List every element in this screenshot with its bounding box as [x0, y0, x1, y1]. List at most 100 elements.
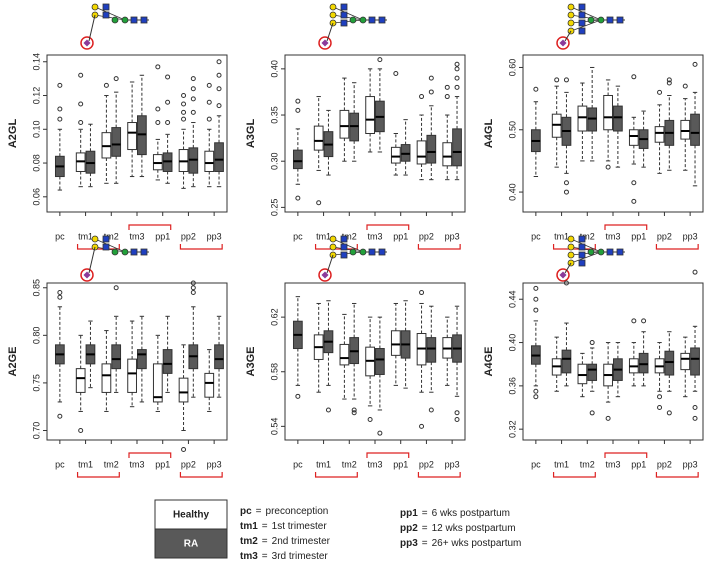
y-tick-label: 0.62	[269, 308, 279, 326]
box	[127, 122, 137, 151]
x-tick-label: tm3	[367, 231, 382, 241]
outlier	[533, 296, 539, 302]
outlier	[393, 70, 399, 76]
glycan-gal	[329, 11, 337, 19]
x-tick-label: pc	[293, 231, 303, 241]
outlier	[554, 77, 560, 83]
x-tick-label: pp2	[181, 231, 196, 241]
outlier	[103, 82, 109, 88]
glycan-man	[111, 248, 119, 256]
outlier	[190, 76, 196, 82]
y-tick-label: 0.85	[31, 279, 41, 297]
legend-abbr: tm2	[240, 536, 258, 547]
legend-abbr: pp2	[400, 523, 418, 534]
y-tick-label: 0.70	[31, 422, 41, 440]
glycan-gal	[329, 243, 337, 251]
outlier	[454, 66, 460, 72]
y-axis-label: A2GE	[7, 347, 19, 377]
legend-separator: =	[256, 506, 262, 517]
glycan-diamond	[321, 39, 329, 47]
x-tick-label: tm1	[316, 231, 331, 241]
x-tick-label: tm2	[104, 231, 119, 241]
outlier	[428, 89, 434, 95]
glycan-link	[570, 19, 602, 24]
outlier	[206, 82, 212, 88]
glycan-ring	[80, 268, 94, 282]
outlier	[454, 417, 460, 423]
outlier	[657, 405, 663, 411]
outlier	[589, 340, 595, 346]
x-tick-label: tm3	[605, 459, 620, 469]
box	[603, 94, 613, 131]
glycan-diamond	[321, 271, 329, 279]
bracket	[604, 224, 648, 230]
bracket	[179, 472, 223, 478]
bracket	[76, 244, 120, 250]
glycan-man	[349, 248, 357, 256]
y-tick-label: 0.40	[507, 183, 517, 201]
box	[101, 363, 112, 393]
glycan-ring	[80, 36, 94, 50]
x-tick-label: tm1	[78, 459, 93, 469]
outlier	[666, 410, 672, 416]
outlier	[155, 64, 161, 70]
glycan-glcnac	[578, 3, 586, 11]
x-tick-label: pp2	[419, 231, 434, 241]
glycan-glcnac	[606, 248, 614, 256]
x-tick-label: tm2	[104, 459, 119, 469]
glycan-glcnac	[130, 248, 138, 256]
outlier	[605, 164, 611, 170]
y-tick-label: 0.08	[31, 154, 41, 172]
outlier	[666, 77, 672, 83]
bracket	[604, 452, 648, 458]
glycan-ring	[556, 268, 570, 282]
glycan-man	[597, 16, 605, 24]
bracket	[76, 472, 120, 478]
outlier	[295, 107, 301, 113]
outlier	[454, 84, 460, 90]
outlier	[181, 101, 187, 107]
glycan-gal	[329, 3, 337, 11]
outlier	[563, 280, 569, 286]
box	[613, 105, 623, 132]
y-tick-label: 0.32	[507, 420, 517, 438]
glycan-link	[564, 30, 572, 42]
glycan-man	[587, 248, 595, 256]
legend-text: 2nd trimester	[272, 536, 331, 547]
box	[587, 363, 598, 381]
y-tick-label: 0.40	[269, 60, 279, 78]
x-tick-label: tm3	[367, 459, 382, 469]
legend-text: 3rd trimester	[272, 551, 329, 562]
box	[680, 352, 691, 371]
glycan-link	[332, 6, 364, 21]
glycan-man	[597, 248, 605, 256]
box	[365, 96, 375, 134]
glycan-link	[94, 14, 126, 21]
x-tick-label: pp3	[683, 459, 698, 469]
bracket	[366, 452, 410, 458]
glycan-link	[570, 6, 602, 21]
glycan-glcnac	[140, 16, 148, 24]
bracket	[417, 472, 461, 478]
x-tick-label: pc	[531, 459, 541, 469]
legend-label: Healthy	[173, 510, 210, 521]
x-tick-label: pp2	[181, 459, 196, 469]
glycan-glcnac	[102, 235, 110, 243]
x-tick-label: tm1	[316, 459, 331, 469]
box	[162, 349, 173, 374]
glycan-glcnac	[578, 251, 586, 259]
outlier	[533, 388, 539, 394]
glycan-ring	[318, 268, 332, 282]
glycan-gal	[567, 251, 575, 259]
box	[137, 349, 147, 370]
outlier	[113, 76, 119, 82]
glycan-glcnac	[616, 248, 624, 256]
x-tick-label: pp2	[657, 231, 672, 241]
box	[111, 127, 122, 157]
box	[75, 368, 86, 393]
y-tick-label: 0.12	[31, 87, 41, 105]
outlier	[57, 290, 63, 296]
glycan-gal	[567, 19, 575, 27]
x-tick-label: pp3	[683, 231, 698, 241]
